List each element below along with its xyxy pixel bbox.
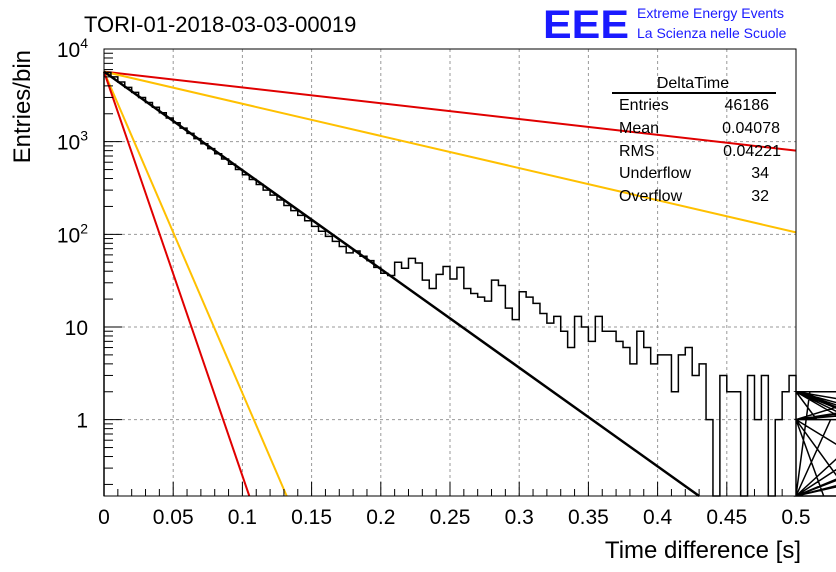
y-axis-label: Entries/bin xyxy=(9,50,36,163)
stats-label: Mean xyxy=(619,120,659,137)
stats-value: 34 xyxy=(751,165,769,182)
y-tick-label: 103 xyxy=(57,128,88,155)
x-tick-label: 0 xyxy=(98,506,110,529)
stats-title: DeltaTime xyxy=(657,75,729,92)
fit-line-yellow-2 xyxy=(103,70,797,234)
fit-line-red-4 xyxy=(103,71,251,497)
histogram-step-line xyxy=(103,71,836,497)
eee-logo: EEE xyxy=(543,3,629,47)
x-tick-label: 0.45 xyxy=(706,506,747,529)
stats-value: 0.04078 xyxy=(722,120,780,137)
fit-line-red-1 xyxy=(103,70,797,152)
stats-label: Entries xyxy=(619,97,669,114)
x-tick-label: 0.25 xyxy=(430,506,471,529)
logo-line-1: Extreme Energy Events xyxy=(637,5,784,21)
fit-curves xyxy=(103,70,797,497)
y-tick-label: 104 xyxy=(57,35,88,62)
histogram xyxy=(103,71,836,497)
stats-label: Underflow xyxy=(619,165,691,182)
x-tick-label: 0.1 xyxy=(228,506,257,529)
main-fit xyxy=(103,70,700,498)
x-axis-label: Time difference [s] xyxy=(605,537,801,564)
stats-label: Overflow xyxy=(619,188,683,205)
logo-line-2: La Scienza nelle Scuole xyxy=(637,25,787,41)
y-tick-label: 1 xyxy=(76,410,88,433)
stats-value: 46186 xyxy=(725,97,770,114)
x-tick-label: 0.15 xyxy=(291,506,332,529)
fit-line-yellow-3 xyxy=(103,71,288,497)
x-tick-label: 0.05 xyxy=(153,506,194,529)
y-tick-label: 102 xyxy=(57,220,88,247)
stats-value: 32 xyxy=(751,188,769,205)
fit-line-black-0 xyxy=(103,70,700,498)
chart-title: TORI-01-2018-03-03-00019 xyxy=(84,12,356,37)
stats-box: DeltaTime Entries 46186 Mean 0.04078 RMS… xyxy=(612,75,781,205)
stats-label: RMS xyxy=(619,143,655,160)
x-tick-label: 0.5 xyxy=(781,506,810,529)
axes: 0 0.05 0.1 0.15 0.2 0.25 0.3 0.35 0.4 0.45 0.5 1 10 1… xyxy=(57,35,811,529)
x-tick-label: 0.2 xyxy=(366,506,395,529)
x-tick-label: 0.35 xyxy=(568,506,609,529)
x-tick-label: 0.4 xyxy=(643,506,673,529)
stats-value: 0.04221 xyxy=(723,143,781,160)
y-tick-label: 10 xyxy=(65,317,88,340)
x-tick-label: 0.3 xyxy=(505,506,534,529)
